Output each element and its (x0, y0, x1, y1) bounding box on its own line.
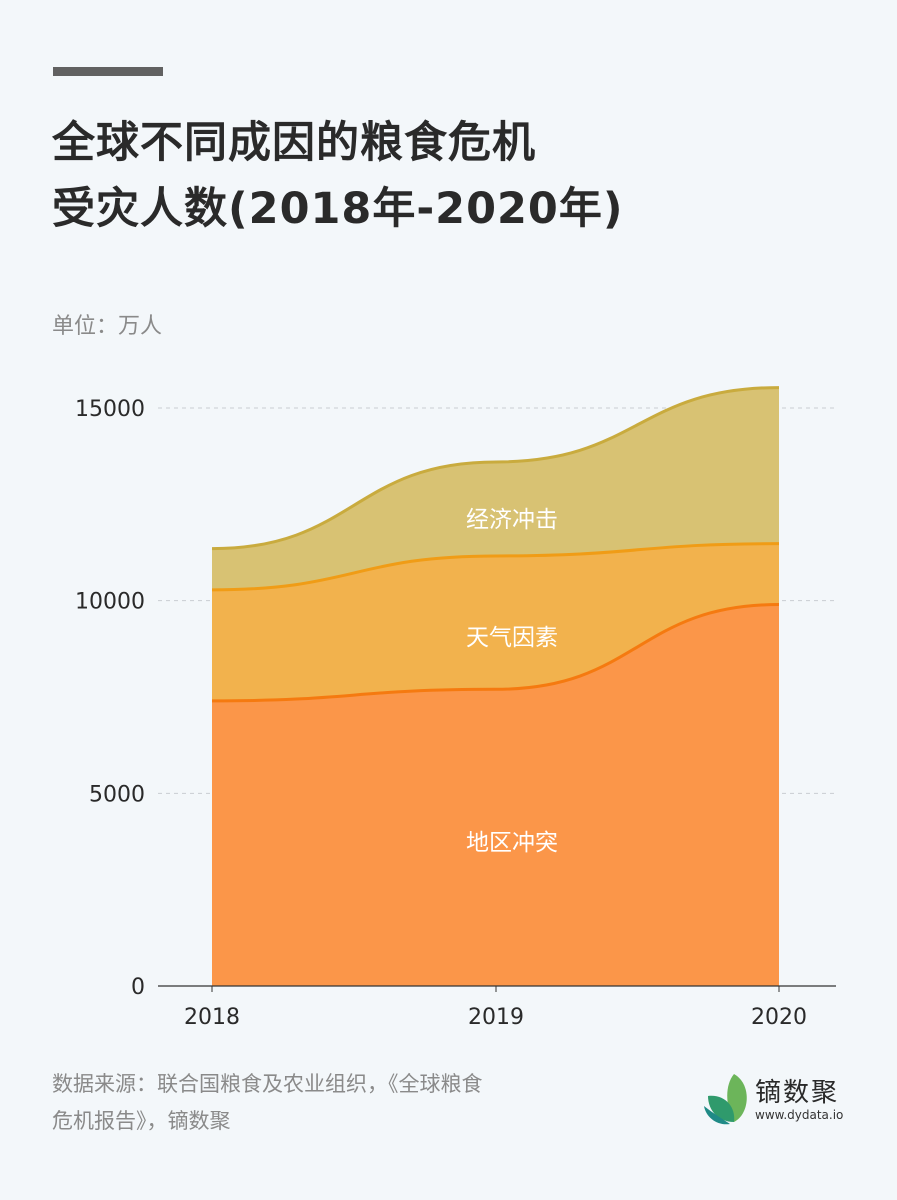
stacked-area-chart: 0 5000 10000 15000 2018 2019 2020 地区冲突 天气因素 经济冲击 (75, 386, 836, 1030)
area-labels: 地区冲突 天气因素 经济冲击 (466, 507, 558, 856)
x-tick-label: 2018 (184, 1005, 240, 1030)
title-line-1: 全球不同成因的粮食危机 (52, 118, 536, 168)
areas (211, 386, 780, 986)
source-line-2: 危机报告》，镝数聚 (52, 1109, 231, 1133)
x-tick-label: 2020 (751, 1005, 807, 1030)
title-line-2: 受灾人数(2018年-2020年) (52, 184, 624, 234)
area-conflict (212, 604, 779, 986)
logo-url: www.dydata.io (755, 1108, 844, 1122)
series-label: 地区冲突 (466, 830, 558, 856)
series-label: 经济冲击 (466, 507, 558, 533)
leaf-logo-icon (704, 1074, 747, 1125)
unit-label: 单位：万人 (52, 314, 163, 339)
series-label: 天气因素 (466, 625, 558, 651)
logo-name: 镝数聚 (755, 1078, 840, 1108)
page-title: 全球不同成因的粮食危机 受灾人数(2018年-2020年) (52, 110, 624, 242)
y-tick-label: 15000 (75, 397, 145, 422)
brand-logo: 镝数聚 www.dydata.io (700, 1070, 860, 1126)
x-tick-label: 2019 (468, 1005, 524, 1030)
axes: 0 5000 10000 15000 2018 2019 2020 (75, 397, 836, 1030)
y-tick-label: 10000 (75, 590, 145, 615)
y-tick-label: 5000 (89, 782, 145, 807)
y-tick-label: 0 (131, 975, 145, 1000)
source-line-1: 数据来源：联合国粮食及农业组织，《全球粮食 (52, 1072, 483, 1096)
accent-bar (53, 67, 163, 76)
data-source: 数据来源：联合国粮食及农业组织，《全球粮食 危机报告》，镝数聚 (52, 1066, 652, 1140)
